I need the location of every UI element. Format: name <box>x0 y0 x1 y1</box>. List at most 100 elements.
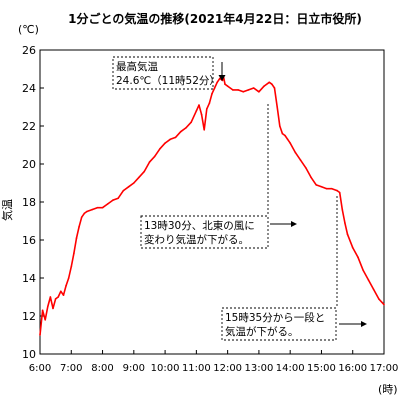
y-unit-label: (℃) <box>18 23 39 36</box>
x-unit-label: (時) <box>378 383 398 396</box>
data-point-9:40 <box>153 155 156 158</box>
data-point-15:50 <box>346 233 349 236</box>
y-tick-label: 24 <box>22 82 36 95</box>
data-point-15:30 <box>336 189 338 192</box>
data-point-16:10 <box>357 256 359 258</box>
data-point-9:50 <box>159 148 161 150</box>
annotation-max-temp-box <box>112 56 214 90</box>
data-point-15:20 <box>331 187 333 190</box>
data-point-12:20 <box>237 89 239 91</box>
data-point-10:30 <box>179 130 182 133</box>
data-point-11:05 <box>198 104 200 106</box>
data-point-16:20 <box>362 269 365 272</box>
data-point-6:15 <box>47 305 49 308</box>
temperature-points <box>39 75 385 336</box>
data-point-7:40 <box>91 208 93 211</box>
data-point-11:15 <box>203 129 205 131</box>
data-point-16:50 <box>378 298 380 300</box>
annotation-wind-change-arrowhead <box>291 221 297 227</box>
data-point-13:10 <box>263 85 265 87</box>
data-point-6:25 <box>52 307 54 310</box>
annotation-wind-change-line2: 変わり気温が下がる。 <box>144 233 249 246</box>
x-tick-label: 8:00 <box>91 363 113 374</box>
data-point-7:25 <box>83 212 86 215</box>
annotation-max-temp-line2: 24.6℃（11時52分） <box>116 75 220 87</box>
annotation-wind-change-box <box>140 215 269 249</box>
annotation-drop-arrowhead <box>361 321 367 327</box>
y-tick-label: 22 <box>22 120 36 133</box>
data-point-14:40 <box>310 176 312 179</box>
y-tick-label: 20 <box>22 158 36 171</box>
y-tick-label: 26 <box>22 44 36 57</box>
annotation-max-temp: 最高気温 24.6℃（11時52分） <box>112 56 226 90</box>
annotation-drop-line1: 15時35分から一段と <box>225 311 325 324</box>
annotation-drop-line2: 気温が下がる。 <box>225 325 299 338</box>
data-point-6:10 <box>44 319 46 321</box>
data-point-16:00 <box>351 246 354 249</box>
data-point-7:10 <box>75 237 78 239</box>
data-point-9:20 <box>143 170 145 173</box>
data-point-6:05 <box>41 309 44 312</box>
data-point-6:35 <box>57 296 59 298</box>
data-point-12:00 <box>226 85 229 87</box>
data-point-11:40 <box>216 81 218 84</box>
data-point-13:00 <box>258 91 260 93</box>
x-tick-label: 6:00 <box>29 363 51 374</box>
annotation-drop-box <box>221 307 337 341</box>
data-point-13:50 <box>284 134 286 137</box>
data-point-15:45 <box>344 222 346 224</box>
y-tick-label: 16 <box>22 234 36 247</box>
data-point-9:30 <box>148 161 151 163</box>
chart-title: 1分ごとの気温の推移(2021年4月22日：日立市役所) <box>68 11 362 26</box>
data-point-7:50 <box>96 206 99 209</box>
data-point-15:35 <box>338 191 341 194</box>
data-point-14:10 <box>294 151 297 154</box>
temperature-line <box>39 75 385 336</box>
data-point-13:40 <box>279 125 281 127</box>
data-point-7:30 <box>86 210 88 213</box>
y-axis-label: 気温 <box>0 199 14 221</box>
data-point-13:30 <box>273 87 276 89</box>
y-tick-label: 14 <box>22 272 36 285</box>
x-tick-label: 12:00 <box>213 363 242 374</box>
annotation-max-temp-line1: 最高気温 <box>116 60 158 73</box>
data-point-6:45 <box>62 294 65 296</box>
data-point-13:20 <box>268 81 271 84</box>
y-tick-label: 12 <box>22 310 36 323</box>
data-point-16:30 <box>367 279 370 281</box>
data-point-12:40 <box>247 89 250 91</box>
data-point-6:20 <box>49 296 52 298</box>
x-tick-label: 16:00 <box>338 363 367 374</box>
annotation-wind-change-line1: 13時30分、北東の風に <box>144 219 255 232</box>
data-point-11:20 <box>206 108 208 110</box>
data-point-13:45 <box>281 132 284 135</box>
data-point-12:10 <box>232 89 234 91</box>
y-tick-label: 10 <box>22 348 36 361</box>
x-tick-label: 7:00 <box>60 363 82 374</box>
annotation-max-temp-arrowhead <box>218 75 226 81</box>
data-point-7:15 <box>78 225 80 228</box>
data-point-14:00 <box>289 142 292 144</box>
data-point-9:00 <box>133 182 135 184</box>
data-point-10:50 <box>190 121 192 123</box>
x-tick-label: 11:00 <box>182 363 211 374</box>
x-tick-label: 14:00 <box>276 363 305 374</box>
data-point-8:40 <box>122 189 125 192</box>
data-point-11:00 <box>195 110 198 112</box>
x-axis: 6:00 7:00 8:00 9:00 10:00 11:00 12:00 13:00 14:0… <box>29 350 398 374</box>
data-point-9:10 <box>138 176 140 179</box>
data-point-11:35 <box>213 87 216 89</box>
data-point-6:30 <box>54 298 57 300</box>
data-point-10:00 <box>164 142 166 144</box>
data-point-8:50 <box>127 186 130 188</box>
data-point-11:25 <box>208 102 211 104</box>
x-tick-label: 15:00 <box>307 363 336 374</box>
data-point-6:55 <box>67 277 70 279</box>
data-point-11:55 <box>224 83 226 85</box>
data-point-8:10 <box>107 203 109 205</box>
data-point-10:10 <box>169 138 172 141</box>
data-point-10:40 <box>185 127 187 129</box>
annotation-drop: 15時35分から一段と 気温が下がる。 <box>221 196 367 341</box>
data-point-15:10 <box>325 187 328 190</box>
